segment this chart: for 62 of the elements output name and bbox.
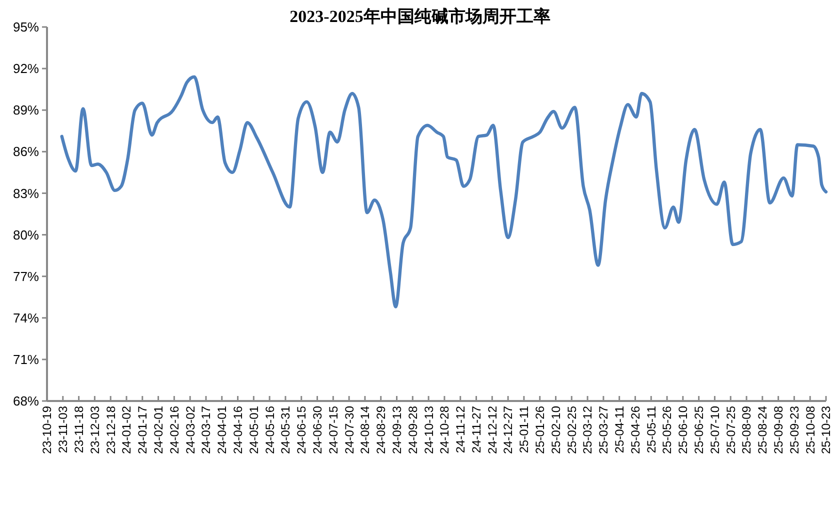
x-tick-label: 25-03-27 (596, 406, 611, 454)
x-tick-label: 25-09-08 (772, 406, 786, 454)
y-tick-label: 80% (12, 227, 40, 242)
x-tick-label: 24-10-13 (422, 406, 436, 454)
x-tick-label: 25-03-12 (580, 406, 595, 454)
x-tick-label: 24-06-15 (294, 406, 309, 454)
x-tick-label: 24-12-27 (501, 406, 516, 454)
y-tick-label: 95% (12, 20, 40, 35)
x-tick-label: 24-02-01 (151, 406, 166, 454)
x-tick-label: 25-04-26 (628, 406, 642, 454)
x-tick-label: 25-04-11 (612, 406, 627, 454)
x-tick-label: 25-02-25 (564, 406, 579, 454)
x-tick-label: 23-12-18 (104, 406, 118, 454)
x-tick-label: 24-03-02 (183, 406, 198, 454)
x-tick-label: 23-10-19 (40, 406, 54, 454)
x-tick-label: 24-05-16 (262, 406, 277, 454)
x-tick-label: 25-05-26 (660, 406, 674, 454)
x-tick-label: 24-01-17 (136, 406, 150, 454)
x-tick-label: 23-11-03 (56, 406, 70, 454)
y-tick-label: 89% (12, 102, 40, 118)
y-tick-label: 83% (12, 186, 40, 201)
x-tick-label: 25-07-10 (708, 406, 722, 454)
x-tick-label: 25-10-08 (803, 406, 818, 454)
x-tick-label: 23-11-18 (72, 406, 86, 454)
x-tick-label: 25-06-10 (676, 406, 690, 454)
x-tick-label: 24-11-27 (469, 406, 484, 454)
y-tick-label: 92% (12, 61, 40, 76)
x-tick-label: 24-09-28 (406, 406, 420, 454)
y-tick-label: 86% (12, 144, 40, 160)
x-tick-label: 24-07-30 (342, 406, 356, 454)
x-tick-label: 25-01-11 (517, 406, 532, 454)
x-tick-label: 24-06-30 (310, 406, 324, 454)
y-tick-label: 68% (12, 394, 40, 409)
y-tick-label: 74% (12, 310, 40, 326)
x-tick-label: 24-04-01 (215, 406, 230, 454)
x-tick-label: 24-03-17 (199, 406, 214, 454)
x-tick-label: 25-08-24 (756, 406, 770, 454)
x-tick-label: 24-01-02 (120, 406, 134, 454)
x-tick-label: 24-11-12 (454, 406, 468, 454)
x-tick-label: 25-07-25 (724, 406, 738, 454)
x-tick-label: 24-05-31 (278, 406, 293, 454)
x-tick-label: 25-10-23 (819, 406, 834, 454)
x-tick-label: 23-12-03 (88, 406, 102, 454)
y-tick-label: 71% (12, 352, 40, 367)
y-tick-label: 77% (12, 268, 40, 284)
x-tick-label: 24-02-16 (167, 406, 182, 454)
line-series (60, 75, 828, 308)
x-tick-label: 25-05-11 (644, 406, 658, 454)
x-tick-label: 24-08-14 (358, 406, 372, 454)
x-tick-label: 24-07-15 (326, 406, 340, 454)
x-tick-label: 24-05-01 (246, 406, 261, 454)
x-tick-label: 24-10-28 (438, 406, 452, 454)
x-tick-label: 24-04-16 (230, 406, 245, 454)
x-tick-label: 24-12-12 (485, 406, 500, 454)
x-tick-label: 25-02-10 (548, 406, 563, 454)
x-tick-label: 25-09-23 (787, 406, 802, 454)
x-tick-label: 24-09-13 (390, 406, 404, 454)
x-tick-label: 25-08-09 (740, 406, 754, 454)
x-tick-label: 25-01-26 (533, 406, 548, 454)
chart-title: 2023-2025年中国纯碱市场周开工率 (290, 7, 550, 26)
x-tick-label: 25-06-25 (692, 406, 706, 454)
x-tick-label: 24-08-29 (374, 406, 388, 454)
